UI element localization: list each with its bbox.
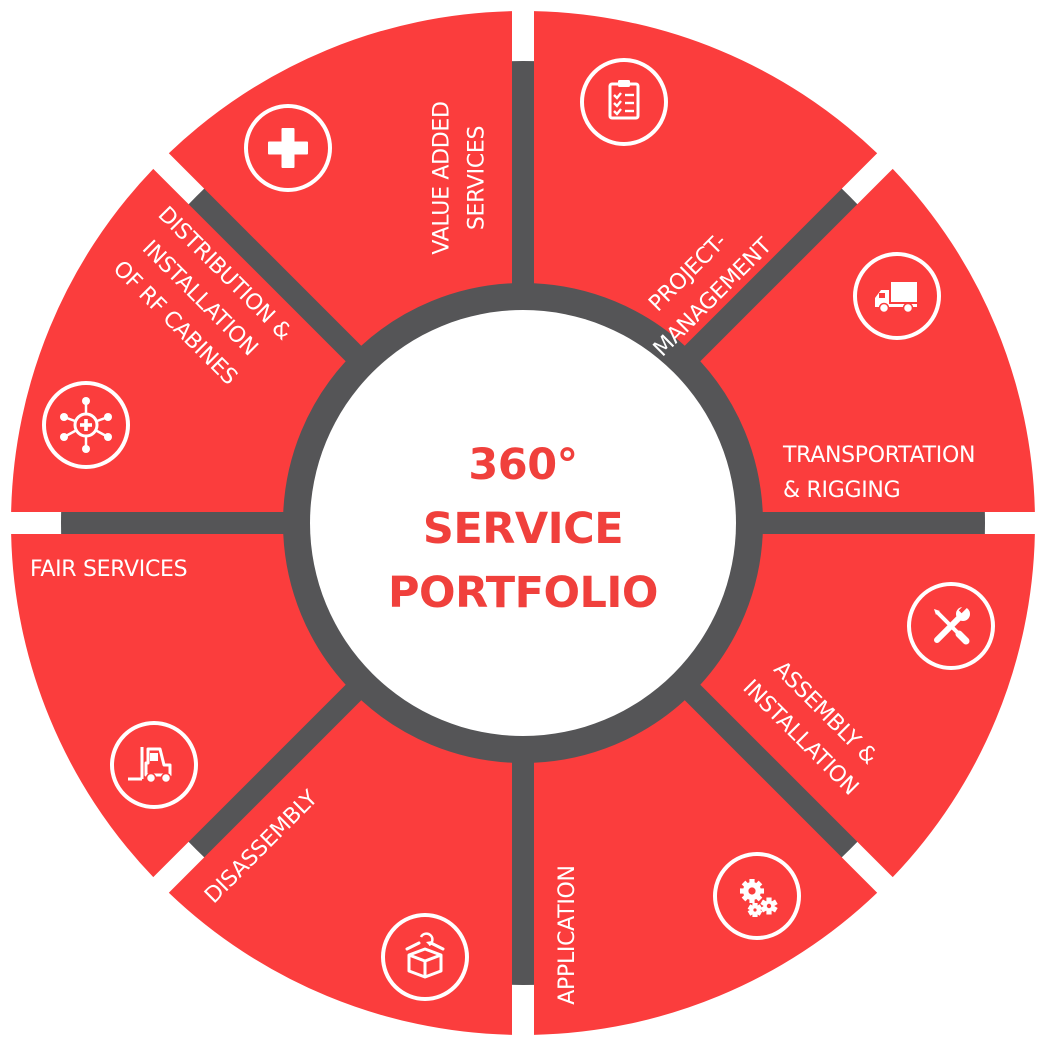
center-title-line-2: SERVICE: [423, 504, 623, 554]
center-title-line-1: 360°: [468, 440, 577, 490]
truck-icon: [853, 252, 941, 340]
center-circle: [310, 310, 736, 736]
segment-label-line: TRANSPORTATION: [782, 443, 975, 468]
gears-icon: [713, 852, 801, 940]
segment-disassembly-shape: [168, 700, 513, 1035]
segment-label-line: SERVICES: [465, 126, 490, 230]
segment-label-transportation-rigging: TRANSPORTATION & RIGGING: [782, 443, 975, 503]
segment-fair-services-shape: [11, 534, 346, 878]
clipboard-checklist-icon: [580, 58, 668, 146]
segment-label-value-added-services: VALUE ADDED SERVICES: [430, 101, 490, 254]
segment-label-line: VALUE ADDED: [430, 101, 455, 254]
segment-assembly-installation: ASSEMBLY &INSTALLATION: [700, 534, 1035, 878]
wrench-screwdriver-icon: [907, 582, 995, 670]
segment-value-added-services: VALUE ADDED SERVICES: [168, 11, 513, 346]
segment-application-shape: [534, 700, 878, 1035]
segment-application: APPLICATION: [534, 700, 878, 1035]
segment-label-fair-services: FAIR SERVICES: [30, 557, 187, 582]
plus-icon: [244, 104, 332, 192]
network-hub-icon: [42, 381, 130, 469]
segment-label-line: APPLICATION: [555, 865, 580, 1004]
forklift-icon: [110, 721, 198, 809]
segment-transportation-rigging: TRANSPORTATION & RIGGING: [700, 168, 1035, 513]
box-icon: [381, 913, 469, 1001]
segment-fair-services: FAIR SERVICES: [11, 534, 346, 878]
segment-label-line: & RIGGING: [783, 478, 900, 503]
segment-assembly-installation-shape: [700, 534, 1035, 878]
segment-label-application: APPLICATION: [555, 865, 580, 1004]
segment-label-line: FAIR SERVICES: [30, 557, 187, 582]
segment-transportation-rigging-shape: [700, 168, 1035, 513]
center-title-line-3: PORTFOLIO: [388, 568, 658, 618]
segment-value-added-services-shape: [168, 11, 513, 346]
